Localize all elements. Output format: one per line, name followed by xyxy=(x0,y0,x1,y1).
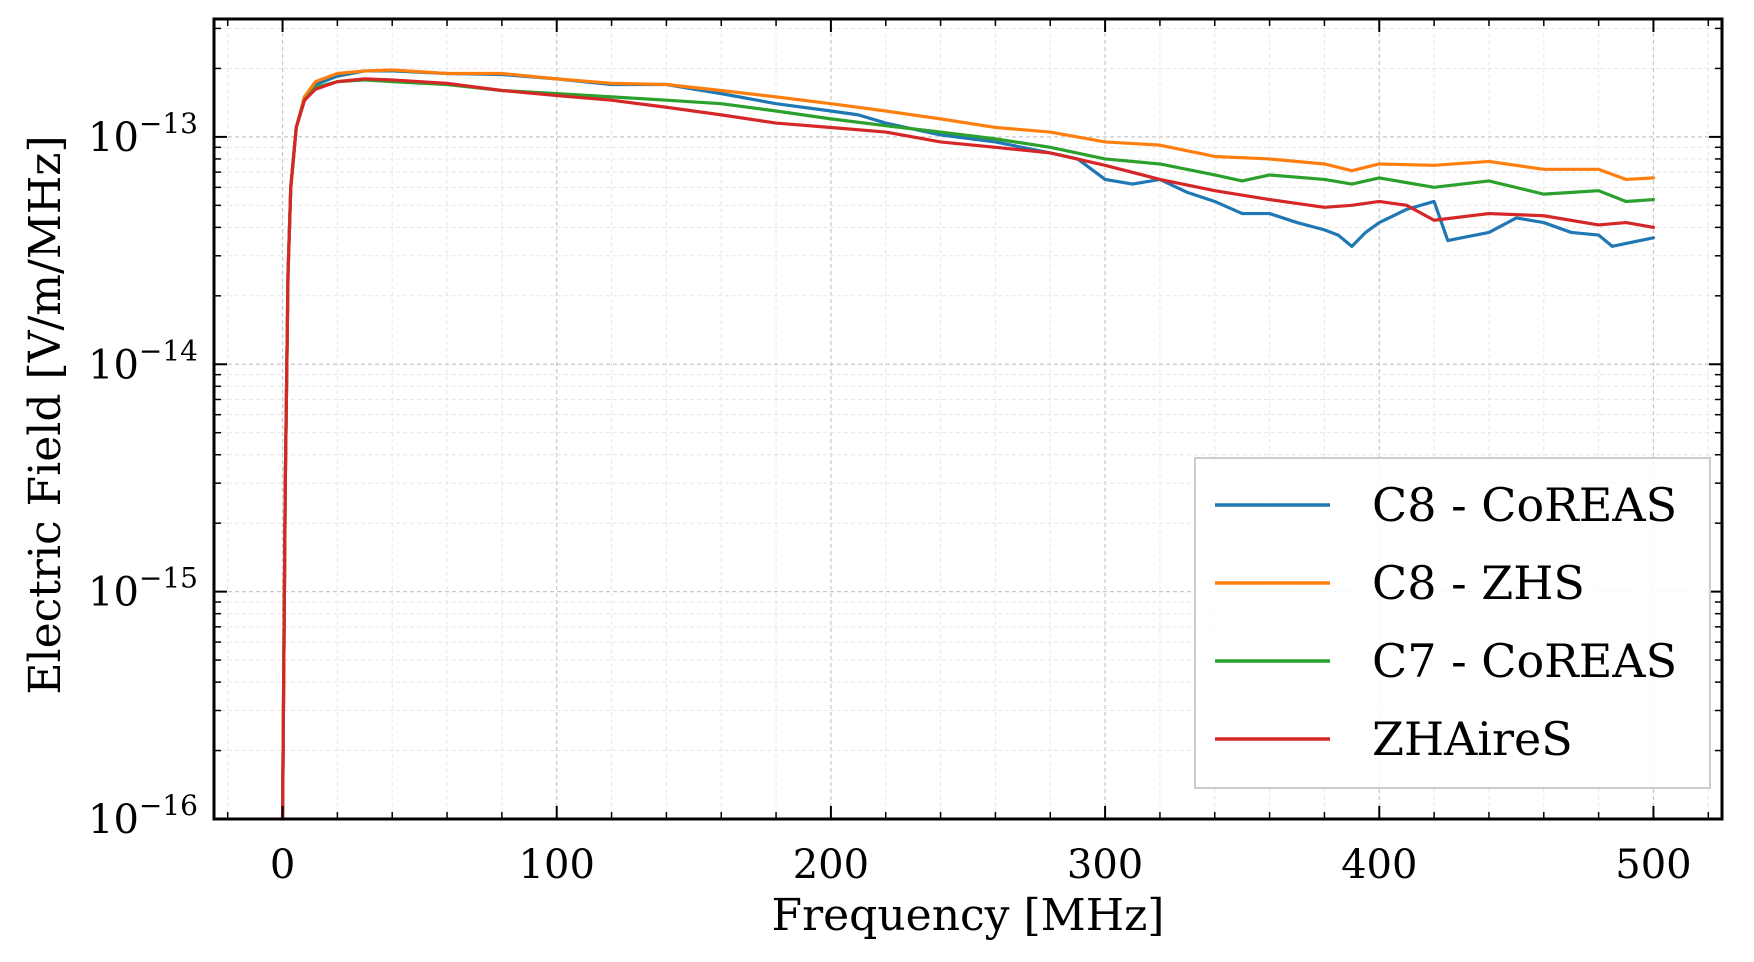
y-axis-label: Electric Field [V/m/MHz] xyxy=(20,135,71,694)
y-tick-label: 10−13 xyxy=(88,107,198,161)
legend: C8 - CoREAS C8 - ZHS C7 - CoREAS ZHAireS xyxy=(1194,457,1711,789)
y-tick-exponent: −15 xyxy=(139,562,198,595)
series-line-2 xyxy=(280,68,1656,821)
y-tick-label: 10−16 xyxy=(88,789,198,843)
axis-ticks xyxy=(214,19,1722,820)
plot-area-frame xyxy=(212,17,1724,821)
y-tick-exponent: −14 xyxy=(139,334,198,367)
x-tick-label: 0 xyxy=(270,842,295,888)
legend-label-3: C7 - CoREAS xyxy=(1372,634,1677,688)
legend-label-4: ZHAireS xyxy=(1372,712,1573,766)
legend-label-1: C8 - CoREAS xyxy=(1372,478,1677,532)
y-tick-base: 10 xyxy=(88,342,139,388)
x-axis-label: Frequency [MHz] xyxy=(772,890,1165,941)
y-tick-label: 10−14 xyxy=(88,334,198,388)
y-tick-label: 10−15 xyxy=(88,562,198,616)
x-tick-label: 100 xyxy=(519,842,595,888)
x-tick-label: 300 xyxy=(1067,842,1143,888)
legend-label-2: C8 - ZHS xyxy=(1372,556,1585,610)
x-tick-label: 400 xyxy=(1341,842,1417,888)
y-tick-base: 10 xyxy=(88,797,139,843)
y-tick-base: 10 xyxy=(88,570,139,616)
y-tick-base: 10 xyxy=(88,115,139,161)
x-tick-label: 500 xyxy=(1615,842,1691,888)
y-tick-exponent: −16 xyxy=(139,789,198,822)
y-tick-exponent: −13 xyxy=(139,107,198,140)
series-lines xyxy=(280,68,1656,821)
x-tick-label: 200 xyxy=(793,842,869,888)
series-line-4 xyxy=(280,77,1656,821)
legend-frame xyxy=(1194,457,1711,789)
